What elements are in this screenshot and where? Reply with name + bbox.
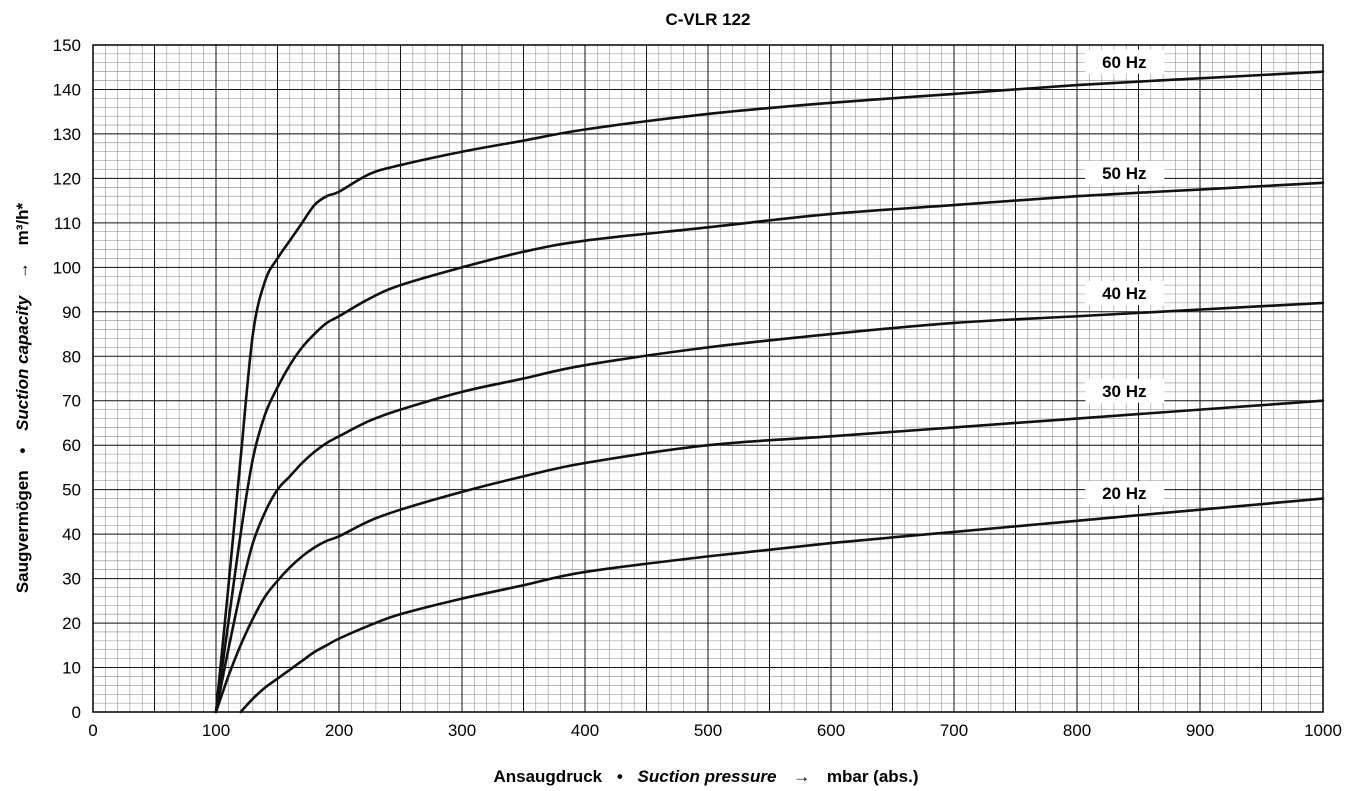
series-line-30-hz xyxy=(214,399,1325,714)
y-tick-label: 60 xyxy=(62,436,81,455)
y-axis-label-sep1: • xyxy=(13,448,32,454)
x-axis-ticks: 0 100 200 300 400 500 600 700 800 900 1000 xyxy=(88,721,1342,740)
series-label-bg-60-hz xyxy=(1085,49,1165,74)
x-tick-label: 200 xyxy=(325,721,353,740)
series-label-30-hz: 30 Hz xyxy=(1102,382,1146,401)
x-axis-label: Ansaugdruck • Suction pressure → mbar (a… xyxy=(493,767,918,786)
y-tick-label: 20 xyxy=(62,614,81,633)
y-axis-label-de: Saugvermögen xyxy=(13,470,32,593)
y-axis-label: Saugvermögen • Suction capacity → m³/h* xyxy=(13,202,32,593)
y-tick-label: 130 xyxy=(53,125,81,144)
x-axis-label-unit: mbar (abs.) xyxy=(827,767,919,786)
series-label-bg-50-hz xyxy=(1085,160,1165,185)
x-tick-label: 0 xyxy=(88,721,97,740)
x-tick-label: 700 xyxy=(940,721,968,740)
x-tick-label: 400 xyxy=(571,721,599,740)
y-tick-label: 40 xyxy=(62,525,81,544)
x-tick-label: 500 xyxy=(694,721,722,740)
x-tick-label: 800 xyxy=(1063,721,1091,740)
y-tick-label: 70 xyxy=(62,392,81,411)
x-tick-label: 300 xyxy=(448,721,476,740)
y-tick-label: 90 xyxy=(62,303,81,322)
series-label-50-hz: 50 Hz xyxy=(1102,164,1146,183)
y-axis-label-unit: m³/h* xyxy=(13,202,32,245)
series-lines xyxy=(214,70,1325,714)
y-tick-label: 10 xyxy=(62,659,81,678)
x-axis-label-en: Suction pressure xyxy=(638,767,777,786)
y-tick-label: 80 xyxy=(62,347,81,366)
y-axis-label-sep2: → xyxy=(13,262,32,279)
series-line-50-hz xyxy=(214,181,1325,714)
x-axis-label-de: Ansaugdruck xyxy=(493,767,602,786)
x-tick-label: 900 xyxy=(1186,721,1214,740)
y-tick-label: 50 xyxy=(62,481,81,500)
y-axis-label-en: Suction capacity xyxy=(13,294,32,431)
chart-title: C-VLR 122 xyxy=(665,10,750,29)
y-tick-label: 150 xyxy=(53,36,81,55)
y-tick-label: 120 xyxy=(53,169,81,188)
x-axis-label-sep2: → xyxy=(793,767,810,786)
x-tick-label: 1000 xyxy=(1304,721,1342,740)
series-label-20-hz: 20 Hz xyxy=(1102,484,1146,503)
x-axis-label-sep1: • xyxy=(617,767,623,786)
series-label-bg-40-hz xyxy=(1085,281,1165,306)
y-tick-label: 110 xyxy=(54,214,81,233)
y-tick-label: 140 xyxy=(53,80,81,99)
series-line-20-hz xyxy=(239,497,1325,714)
series-label-bg-20-hz xyxy=(1085,481,1165,506)
major-grid xyxy=(92,44,1324,713)
y-tick-label: 100 xyxy=(53,258,81,277)
series-line-60-hz xyxy=(214,70,1325,714)
plot-frame xyxy=(92,44,1324,713)
y-axis-ticks: 0 10 20 30 40 50 60 70 80 90 100 110 120 130 140 150 xyxy=(53,36,81,722)
series-label-40-hz: 40 Hz xyxy=(1102,284,1146,303)
y-tick-label: 0 xyxy=(72,703,81,722)
y-tick-label: 30 xyxy=(62,570,81,589)
series-line-40-hz xyxy=(214,301,1325,714)
series-label-60-hz: 60 Hz xyxy=(1102,53,1146,72)
x-tick-label: 100 xyxy=(202,721,230,740)
x-tick-label: 600 xyxy=(817,721,845,740)
series-label-bg-30-hz xyxy=(1085,378,1165,403)
series-labels: 60 Hz 50 Hz 40 Hz 30 Hz 20 Hz xyxy=(1085,49,1165,506)
